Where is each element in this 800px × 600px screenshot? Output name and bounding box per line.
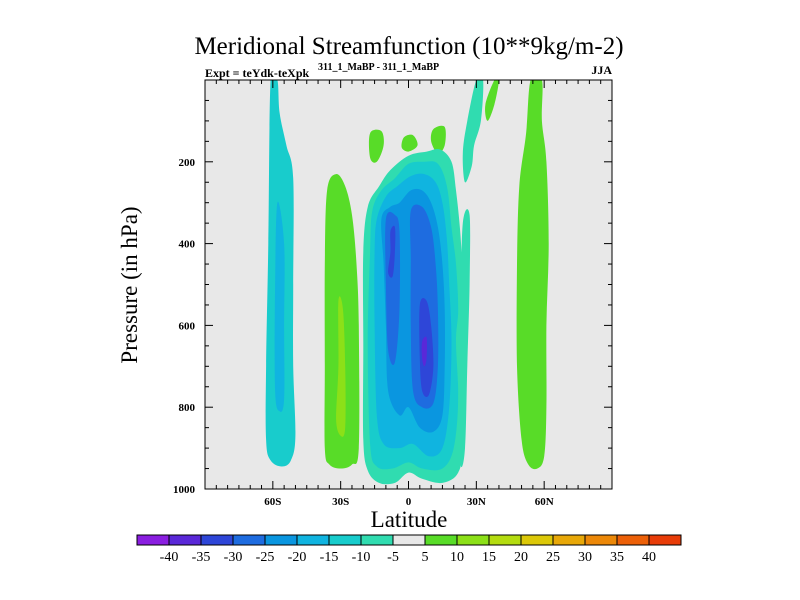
subtitle-left: Expt = teYdk-teXpk: [205, 66, 310, 80]
colorbar-label: -20: [288, 550, 307, 565]
y-tick-label: 400: [179, 239, 196, 251]
colorbar-box: [392, 534, 426, 546]
y-tick-label: 1000: [173, 484, 196, 496]
colorbar-box: [584, 534, 618, 546]
colorbar-box: [168, 534, 202, 546]
colorbar-box: [424, 534, 458, 546]
contour-fills: [265, 80, 549, 485]
contour-cell-2s-small: [401, 134, 418, 152]
contour-cell-eq-35: [421, 336, 428, 367]
x-tick-label: 30N: [467, 496, 486, 508]
colorbar-label: -35: [192, 550, 211, 565]
colorbar: -40 -35 -30 -25 -20 -15 -10 -5 5 10 15 20 25 30 35 40: [136, 534, 682, 565]
contour-cell-eq-30: [388, 225, 396, 278]
colorbar-box: [264, 534, 298, 546]
subtitle-season: JJA: [591, 63, 612, 77]
contour-cell-30s-core: [336, 296, 346, 437]
y-tick-label: 200: [179, 157, 196, 169]
colorbar-label: -30: [224, 550, 243, 565]
colorbar-label: -40: [160, 550, 179, 565]
colorbar-label: 25: [546, 550, 560, 565]
colorbar-box: [232, 534, 266, 546]
colorbar-box: [200, 534, 234, 546]
colorbar-box: [136, 534, 170, 546]
contour-cell-22n-5: [458, 209, 471, 468]
contour-cell-60s-core: [274, 201, 285, 412]
x-axis-label: Latitude: [371, 507, 448, 532]
colorbar-box: [456, 534, 490, 546]
y-tick-label: 800: [179, 402, 196, 414]
x-tick-label: 0: [406, 496, 412, 508]
y-axis-label: Pressure (in hPa): [117, 206, 142, 363]
colorbar-label: 10: [450, 550, 464, 565]
contour-cell-25n-5: [462, 80, 484, 183]
colorbar-label: 30: [578, 550, 592, 565]
contour-cell-40n-small: [485, 80, 499, 121]
colorbar-box: [360, 534, 394, 546]
colorbar-label: -15: [320, 550, 339, 565]
x-tick-label: 30S: [332, 496, 349, 508]
contour-cell-10n-small: [430, 125, 446, 154]
colorbar-label: 20: [514, 550, 528, 565]
contour-cell-60n: [516, 80, 549, 470]
colorbar-label: 15: [482, 550, 496, 565]
colorbar-label: 35: [610, 550, 624, 565]
colorbar-box: [520, 534, 554, 546]
colorbar-label: -10: [352, 550, 371, 565]
x-tick-label: 60N: [535, 496, 554, 508]
colorbar-label: -5: [387, 550, 399, 565]
x-tick-label: 60S: [264, 496, 281, 508]
colorbar-box: [296, 534, 330, 546]
axis-ticks: 60S 30S 0 30N 60N 200 400 600 800 1000: [173, 80, 612, 508]
y-tick-label: 600: [179, 320, 196, 332]
contour-cell-eq-25: [385, 211, 401, 366]
colorbar-label: 5: [422, 550, 429, 565]
chart-title: Meridional Streamfunction (10**9kg/m-2): [194, 33, 623, 60]
colorbar-box: [552, 534, 586, 546]
colorbar-label: 40: [642, 550, 656, 565]
colorbar-box: [648, 534, 682, 546]
colorbar-box: [616, 534, 650, 546]
subtitle-left-superscript: 311_1_MaBP - 311_1_MaBP: [318, 62, 439, 73]
colorbar-label: -25: [256, 550, 275, 565]
colorbar-box: [488, 534, 522, 546]
colorbar-box: [328, 534, 362, 546]
contour-cell-15s-small: [368, 129, 384, 163]
